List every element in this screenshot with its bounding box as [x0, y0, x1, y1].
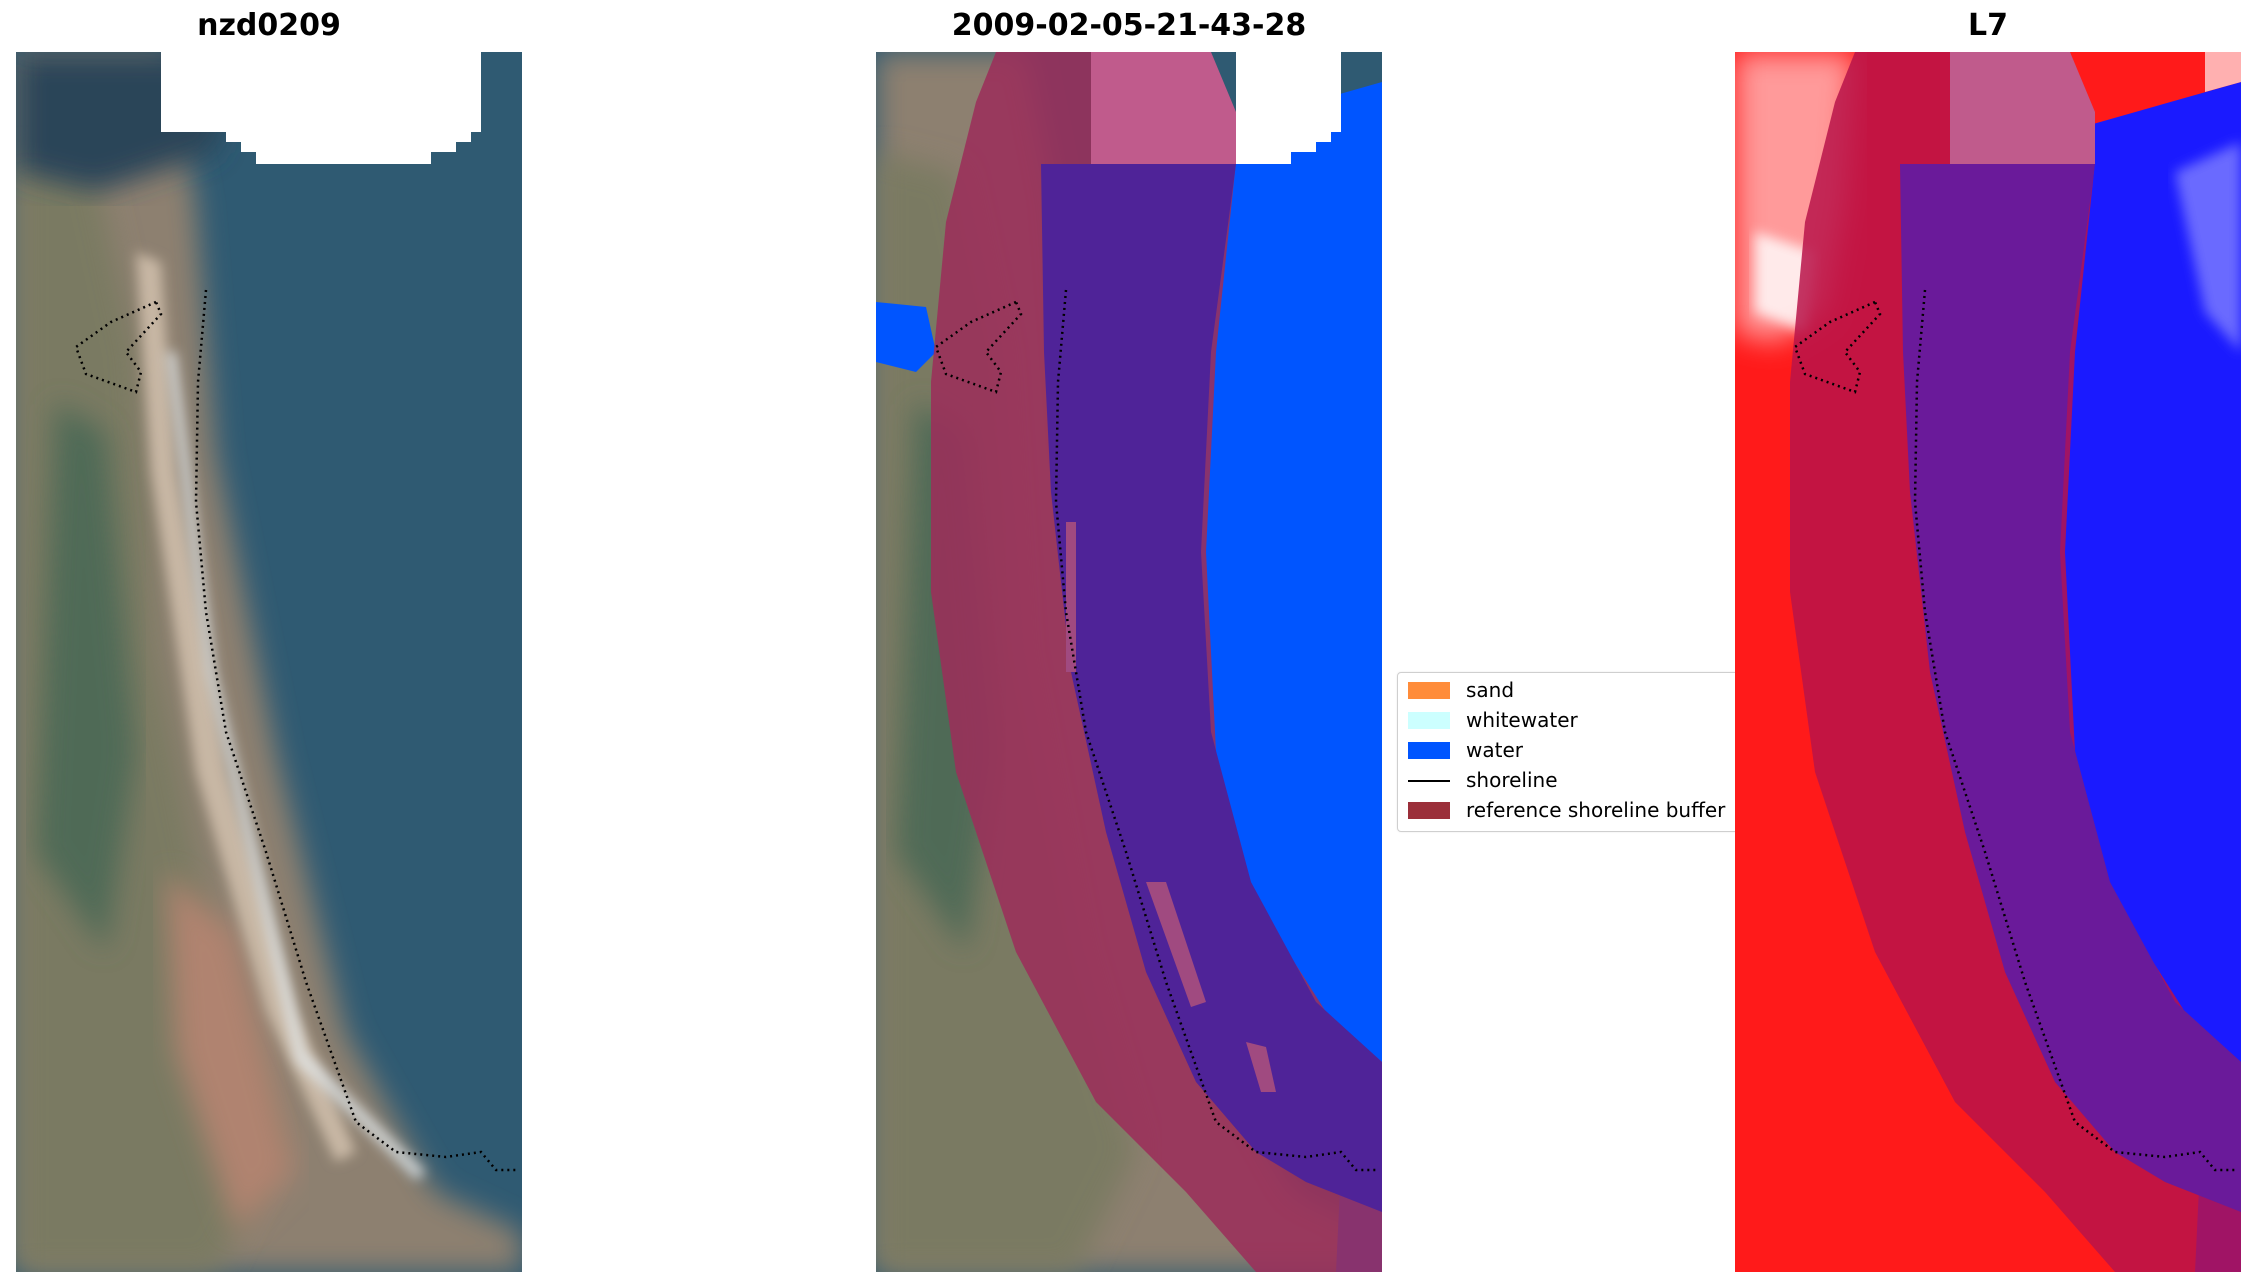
panel-title-rgb: nzd0209 [197, 8, 341, 43]
legend-item-sand: sand [1408, 678, 1515, 702]
legend-label-water: water [1466, 738, 1523, 762]
legend-label-whitewater: whitewater [1466, 708, 1578, 732]
legend-item-whitewater: whitewater [1408, 708, 1578, 732]
legend-label-sand: sand [1466, 678, 1515, 702]
legend-item-buffer: reference shoreline buffer [1408, 798, 1726, 822]
legend: sand whitewater water shoreline referenc… [1397, 672, 1739, 832]
index-image [1735, 52, 2241, 1272]
legend-swatch-whitewater [1408, 711, 1450, 729]
legend-swatch-buffer [1408, 801, 1450, 819]
rgb-image [16, 52, 522, 1272]
panel-title-index: L7 [1968, 8, 2008, 43]
legend-swatch-sand [1408, 681, 1450, 699]
legend-label-shoreline: shoreline [1466, 768, 1558, 792]
legend-item-water: water [1408, 738, 1523, 762]
legend-item-shoreline: shoreline [1408, 768, 1558, 792]
panel-title-classified: 2009-02-05-21-43-28 [951, 8, 1307, 43]
index-image-panel [1735, 52, 2241, 1272]
rgb-image-panel [16, 52, 522, 1272]
legend-swatch-water [1408, 741, 1450, 759]
classified-image-panel [876, 52, 1382, 1272]
legend-label-buffer: reference shoreline buffer [1466, 798, 1726, 822]
legend-swatch-shoreline [1408, 772, 1450, 789]
classified-image [876, 52, 1382, 1272]
